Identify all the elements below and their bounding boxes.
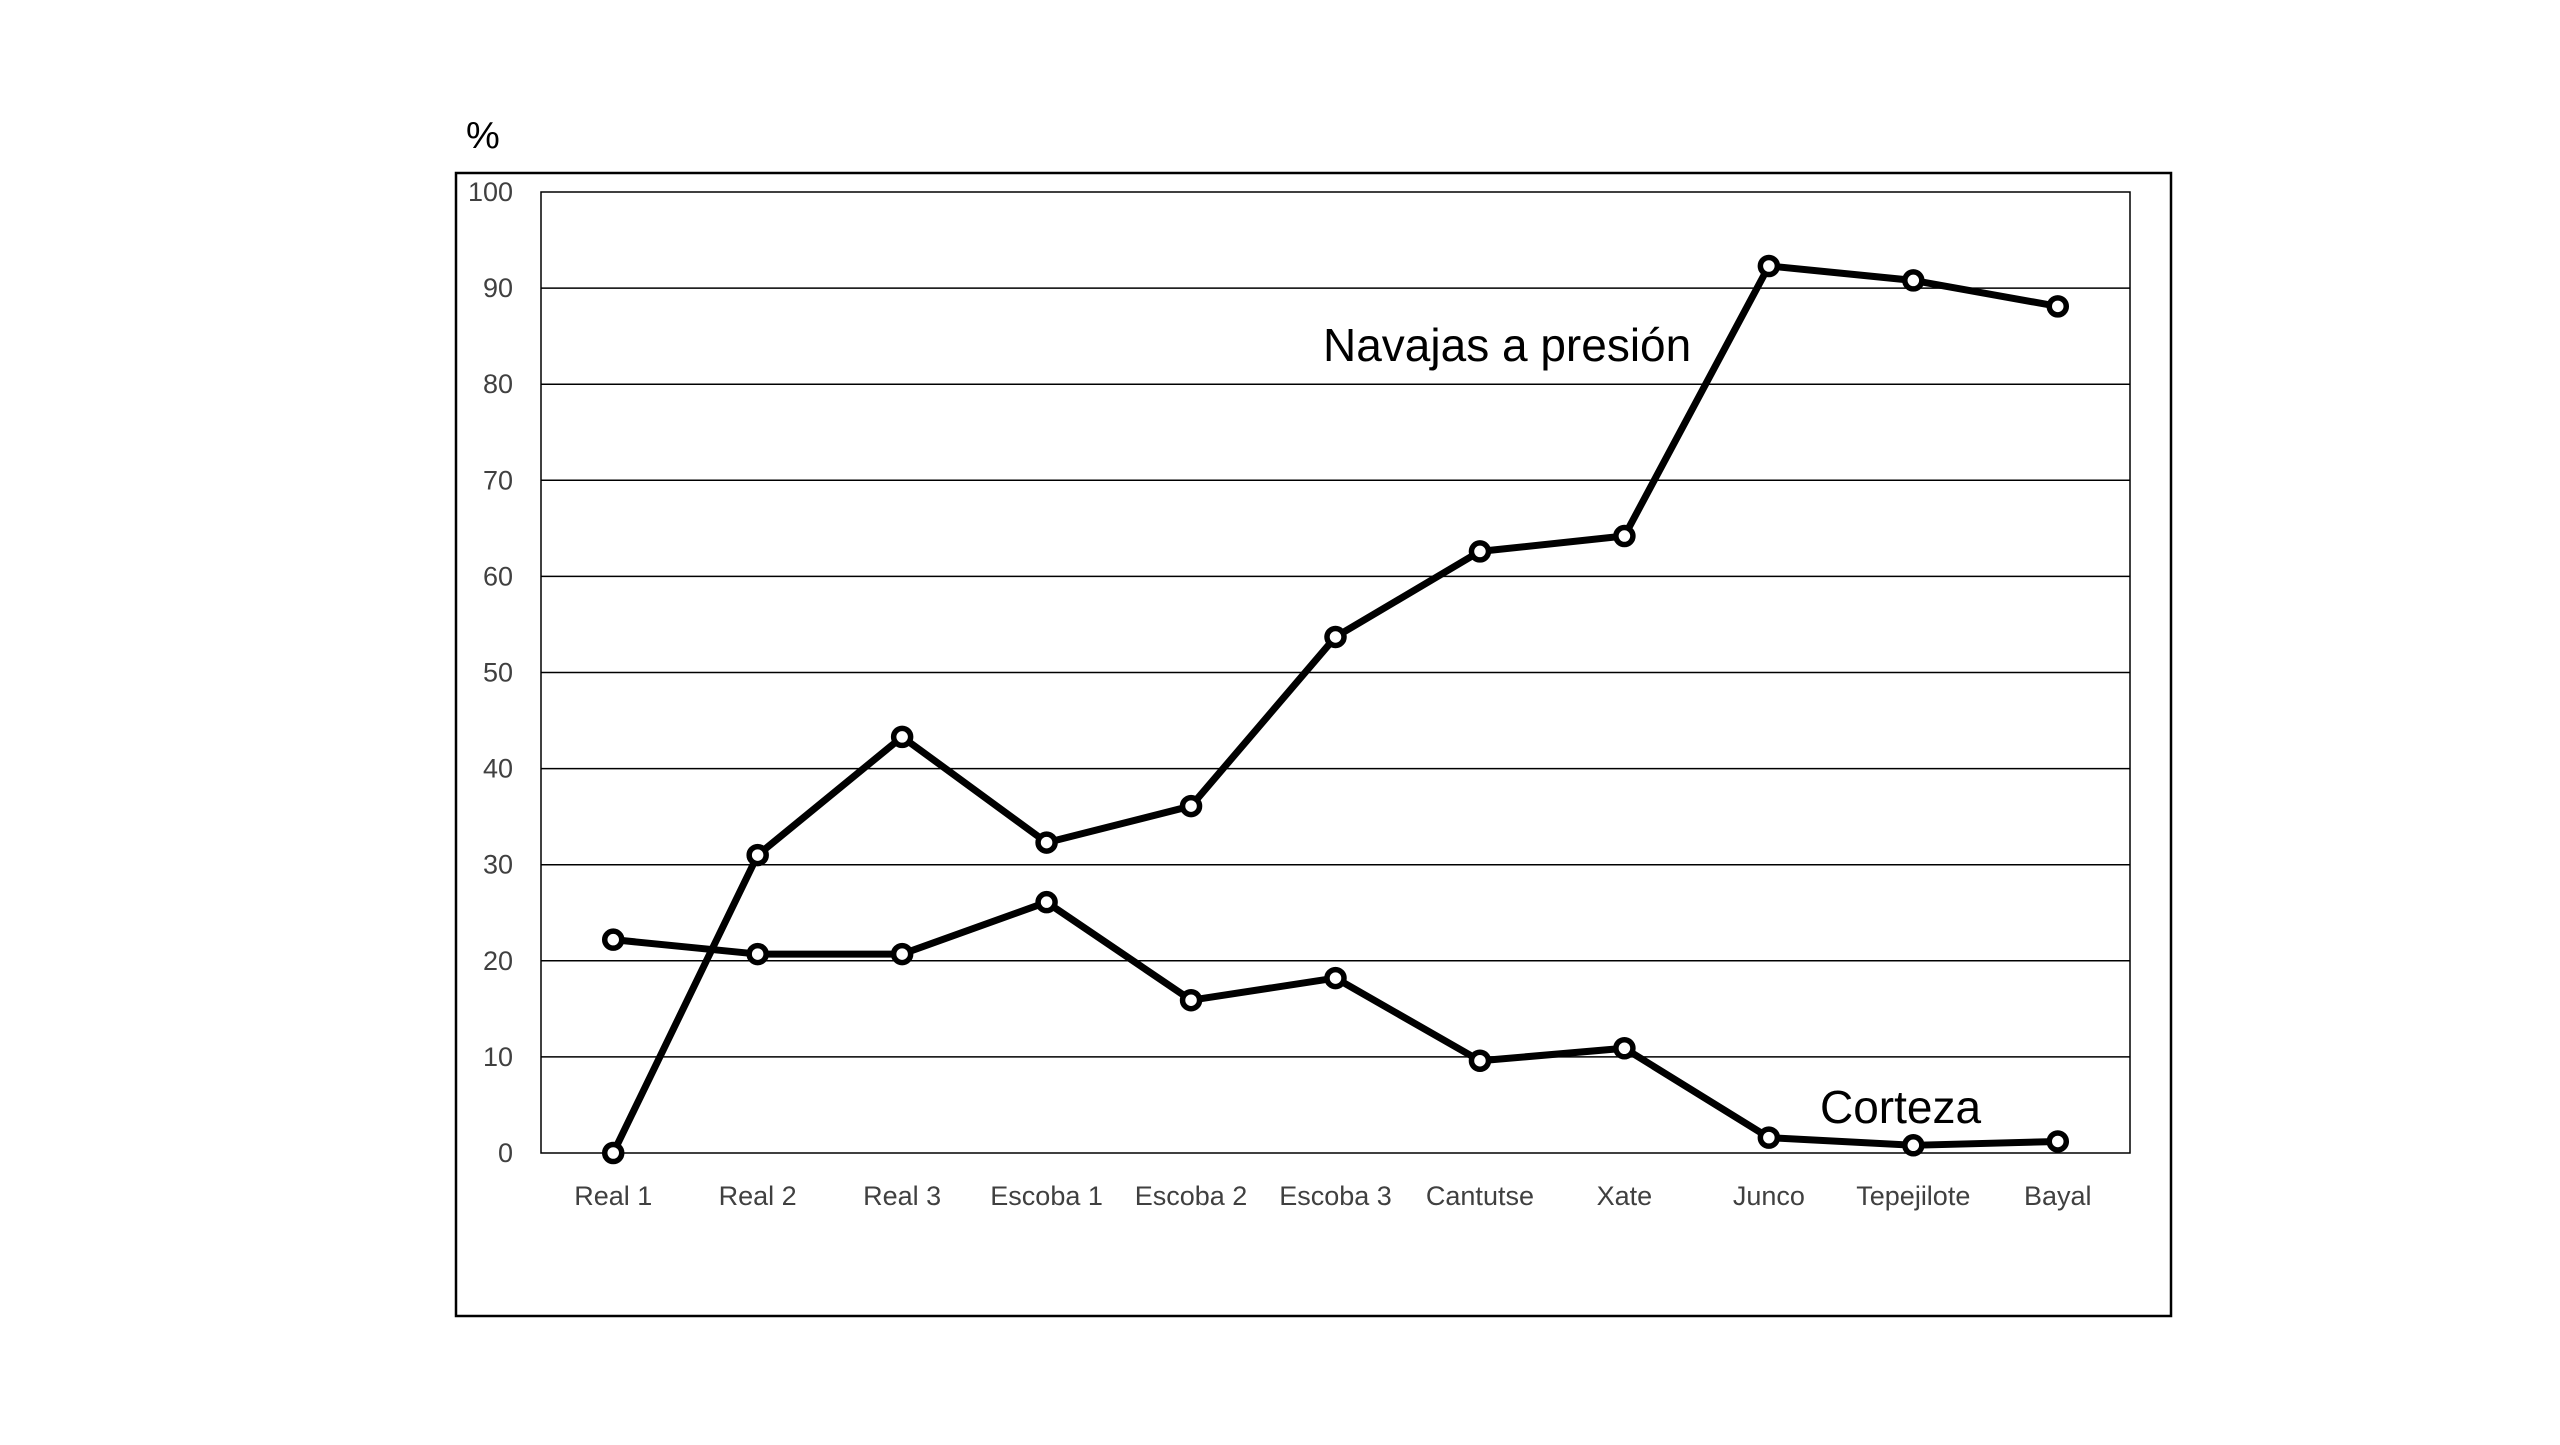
data-point bbox=[601, 1141, 625, 1165]
data-point bbox=[746, 843, 769, 867]
chart-outer-frame bbox=[454, 171, 2173, 1318]
x-tick-label: Escoba 2 bbox=[1135, 1181, 1248, 1211]
series-line bbox=[609, 262, 2062, 1157]
y-axis-ticks: 0 10 20 30 40 50 60 70 80 90 100 bbox=[468, 177, 513, 1168]
data-point bbox=[1757, 254, 1781, 278]
x-tick-label: Cantutse bbox=[1426, 1181, 1534, 1211]
data-point bbox=[2046, 295, 2070, 318]
y-tick-label: 60 bbox=[483, 561, 513, 591]
data-point bbox=[746, 942, 769, 966]
x-axis-ticks: Real 1 Real 2 Real 3 Escoba 1 Escoba 2 Escoba… bbox=[574, 1181, 2091, 1211]
data-point bbox=[1035, 831, 1058, 854]
data-point bbox=[1757, 1126, 1781, 1149]
y-tick-label: 50 bbox=[483, 658, 513, 688]
y-tick-label: 100 bbox=[468, 177, 513, 207]
x-tick-label: Real 1 bbox=[574, 1181, 652, 1211]
data-point bbox=[1468, 1049, 1492, 1072]
x-tick-label: Tepejilote bbox=[1856, 1181, 1970, 1211]
series-label-corteza: Corteza bbox=[1820, 1081, 1981, 1133]
x-tick-label: Junco bbox=[1733, 1181, 1805, 1211]
x-tick-label: Escoba 1 bbox=[990, 1181, 1103, 1211]
data-point bbox=[601, 928, 625, 951]
y-tick-label: 0 bbox=[498, 1138, 513, 1168]
data-point bbox=[1324, 966, 1347, 990]
series-label-navajas: Navajas a presión bbox=[1323, 319, 1691, 371]
data-point bbox=[1613, 524, 1636, 548]
y-tick-label: 90 bbox=[483, 273, 513, 303]
data-point bbox=[1902, 269, 1925, 292]
x-tick-label: Xate bbox=[1597, 1181, 1653, 1211]
y-tick-label: 10 bbox=[483, 1042, 513, 1072]
data-point bbox=[1179, 794, 1203, 818]
data-point bbox=[1035, 890, 1058, 914]
data-point bbox=[1613, 1037, 1636, 1060]
data-point bbox=[1902, 1134, 1925, 1157]
data-point bbox=[1324, 625, 1347, 649]
plot-area-frame bbox=[540, 191, 2131, 1154]
x-tick-label: Bayal bbox=[2024, 1181, 2092, 1211]
series-lines bbox=[601, 254, 2070, 1165]
y-axis-unit-label: % bbox=[466, 115, 500, 157]
data-point bbox=[2046, 1130, 2070, 1153]
y-tick-label: 30 bbox=[483, 850, 513, 880]
data-point bbox=[1468, 540, 1492, 563]
data-point bbox=[890, 725, 914, 749]
gridlines bbox=[541, 287, 2130, 1058]
y-tick-label: 80 bbox=[483, 369, 513, 399]
y-tick-label: 70 bbox=[483, 465, 513, 495]
data-point bbox=[1179, 988, 1203, 1012]
x-tick-label: Escoba 3 bbox=[1279, 1181, 1392, 1211]
data-point bbox=[890, 942, 914, 966]
x-tick-label: Real 2 bbox=[719, 1181, 797, 1211]
y-tick-label: 40 bbox=[483, 754, 513, 784]
x-tick-label: Real 3 bbox=[863, 1181, 941, 1211]
y-tick-label: 20 bbox=[483, 946, 513, 976]
